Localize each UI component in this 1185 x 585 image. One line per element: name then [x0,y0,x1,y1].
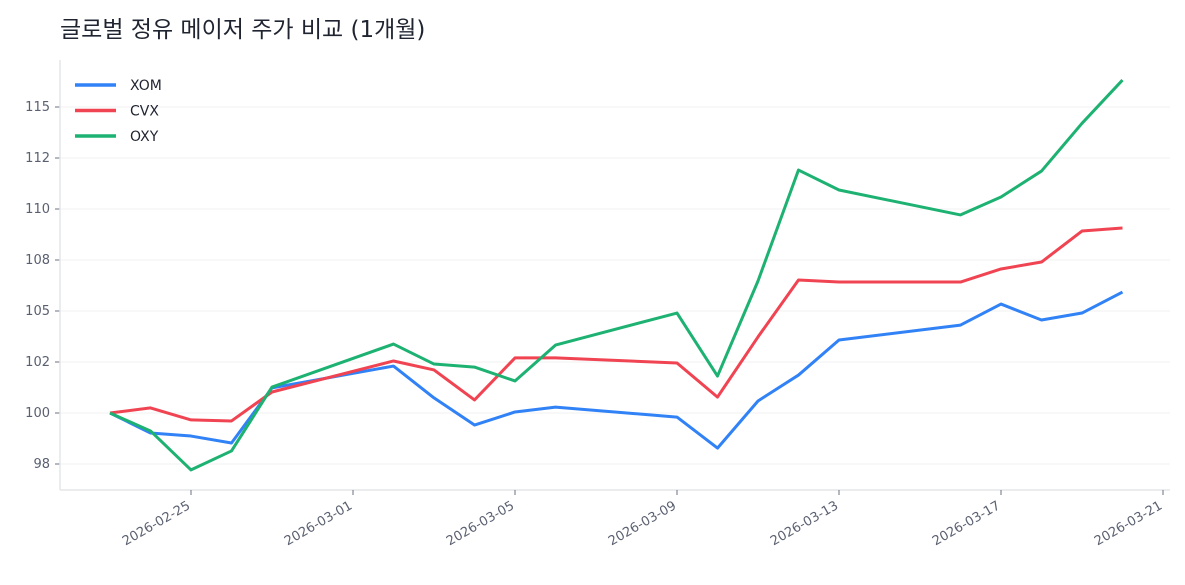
series-line-cvx [109,226,1123,423]
y-tick-label: 100 [25,406,50,421]
x-tick-label: 2026-03-01 [282,498,355,549]
y-tick-label: 105 [25,304,50,319]
x-tick-label: 2026-03-17 [930,498,1003,549]
y-tick-label: 108 [25,253,50,268]
chart-title: 글로벌 정유 메이저 주가 비교 (1개월) [60,17,426,43]
x-tick-label: 2026-02-25 [120,498,193,549]
y-tick-label: 115 [25,100,50,115]
x-tick-label: 2026-03-21 [1092,498,1165,549]
legend-label-cvx: CVX [130,104,159,120]
series-line-oxy [109,79,1124,472]
series-line-xom [109,290,1124,450]
legend-label-oxy: OXY [130,129,159,145]
x-tick-label: 2026-03-09 [606,498,679,549]
legend-label-xom: XOM [130,78,162,94]
y-tick-label: 102 [25,355,50,370]
x-tick-label: 2026-03-13 [768,498,841,549]
y-tick-label: 98 [33,457,50,472]
y-tick-label: 112 [25,151,50,166]
y-tick-label: 110 [25,202,50,217]
x-tick-label: 2026-03-05 [444,498,517,549]
